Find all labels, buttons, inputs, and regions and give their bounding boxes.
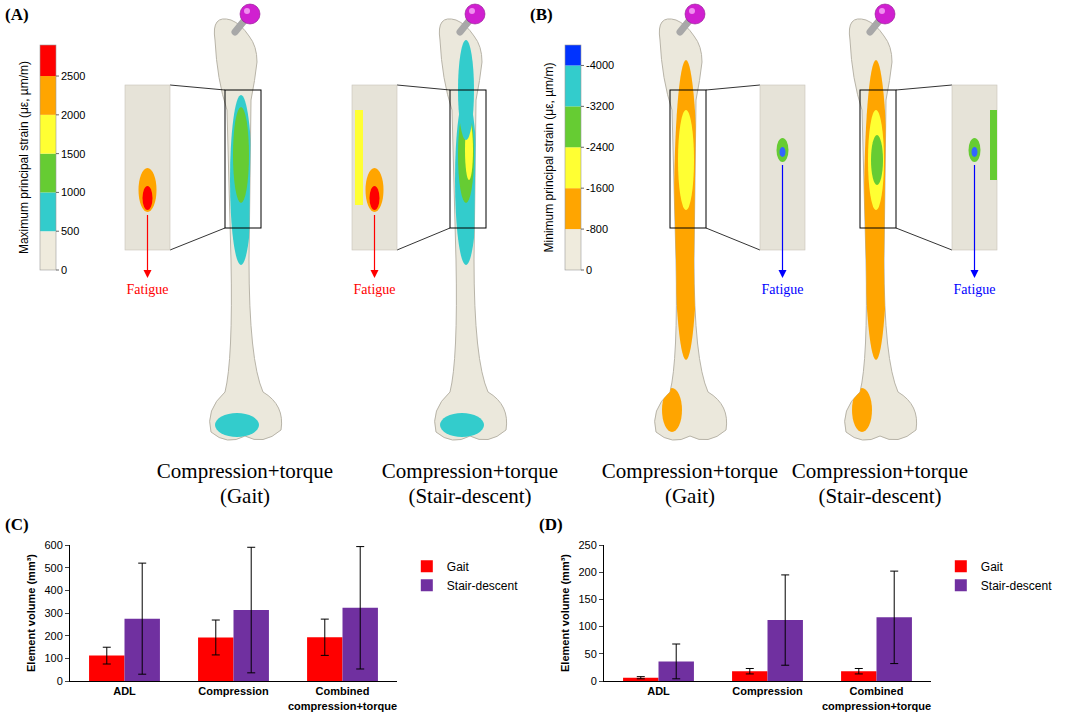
svg-text:300: 300 [44,607,62,619]
svg-text:-2400: -2400 [586,141,614,153]
svg-text:Gait: Gait [447,560,470,574]
svg-text:(A): (A) [5,5,29,24]
svg-text:600: 600 [44,539,62,551]
svg-text:2000: 2000 [61,109,85,121]
svg-text:Compression+torque: Compression+torque [602,459,778,483]
svg-text:150: 150 [578,593,596,605]
svg-text:Minimum principal strain (με,: Minimum principal strain (με, µm/m) [542,63,556,253]
svg-text:(D): (D) [539,515,563,534]
svg-text:Element volume (mm³): Element volume (mm³) [25,554,37,672]
svg-text:(C): (C) [5,515,29,534]
svg-text:Compression: Compression [732,685,803,697]
svg-text:Stair-descent: Stair-descent [447,579,518,593]
svg-text:200: 200 [578,566,596,578]
svg-text:Gait: Gait [981,560,1004,574]
svg-text:Compression+torque: Compression+torque [792,459,968,483]
svg-text:Fatigue: Fatigue [354,282,396,297]
svg-text:0: 0 [61,264,67,276]
svg-text:Fatigue: Fatigue [954,282,996,297]
svg-text:100: 100 [44,652,62,664]
svg-text:Maximum principal strain (με,: Maximum principal strain (με, µm/m) [17,61,31,254]
svg-text:-800: -800 [586,223,608,235]
svg-text:(Stair-descent): (Stair-descent) [408,484,531,508]
svg-text:2500: 2500 [61,70,85,82]
svg-text:(Gait): (Gait) [220,484,270,508]
svg-text:200: 200 [44,630,62,642]
svg-text:Compression: Compression [198,685,269,697]
svg-text:Fatigue: Fatigue [762,282,804,297]
svg-text:-3200: -3200 [586,100,614,112]
svg-text:0: 0 [591,675,597,687]
svg-text:50: 50 [585,648,597,660]
svg-text:500: 500 [61,225,79,237]
svg-text:(Gait): (Gait) [665,484,715,508]
svg-text:Compression+torque: Compression+torque [382,459,558,483]
svg-text:1500: 1500 [61,148,85,160]
svg-text:Combinedcompression+torque: Combinedcompression+torque [822,685,931,711]
svg-text:Combinedcompression+torque: Combinedcompression+torque [288,685,397,711]
svg-text:Compression+torque: Compression+torque [157,459,333,483]
svg-text:-1600: -1600 [586,182,614,194]
svg-text:(Stair-descent): (Stair-descent) [818,484,941,508]
svg-text:100: 100 [578,620,596,632]
svg-text:Element volume (mm³): Element volume (mm³) [559,554,571,672]
svg-text:-4000: -4000 [586,59,614,71]
svg-text:0: 0 [586,264,592,276]
svg-text:Fatigue: Fatigue [127,282,169,297]
svg-text:(B): (B) [530,5,553,24]
svg-text:250: 250 [578,539,596,551]
svg-text:1000: 1000 [61,186,85,198]
svg-text:ADL: ADL [647,685,670,697]
svg-text:0: 0 [57,675,63,687]
svg-text:Stair-descent: Stair-descent [981,579,1052,593]
svg-text:400: 400 [44,584,62,596]
svg-text:ADL: ADL [113,685,136,697]
svg-text:500: 500 [44,562,62,574]
